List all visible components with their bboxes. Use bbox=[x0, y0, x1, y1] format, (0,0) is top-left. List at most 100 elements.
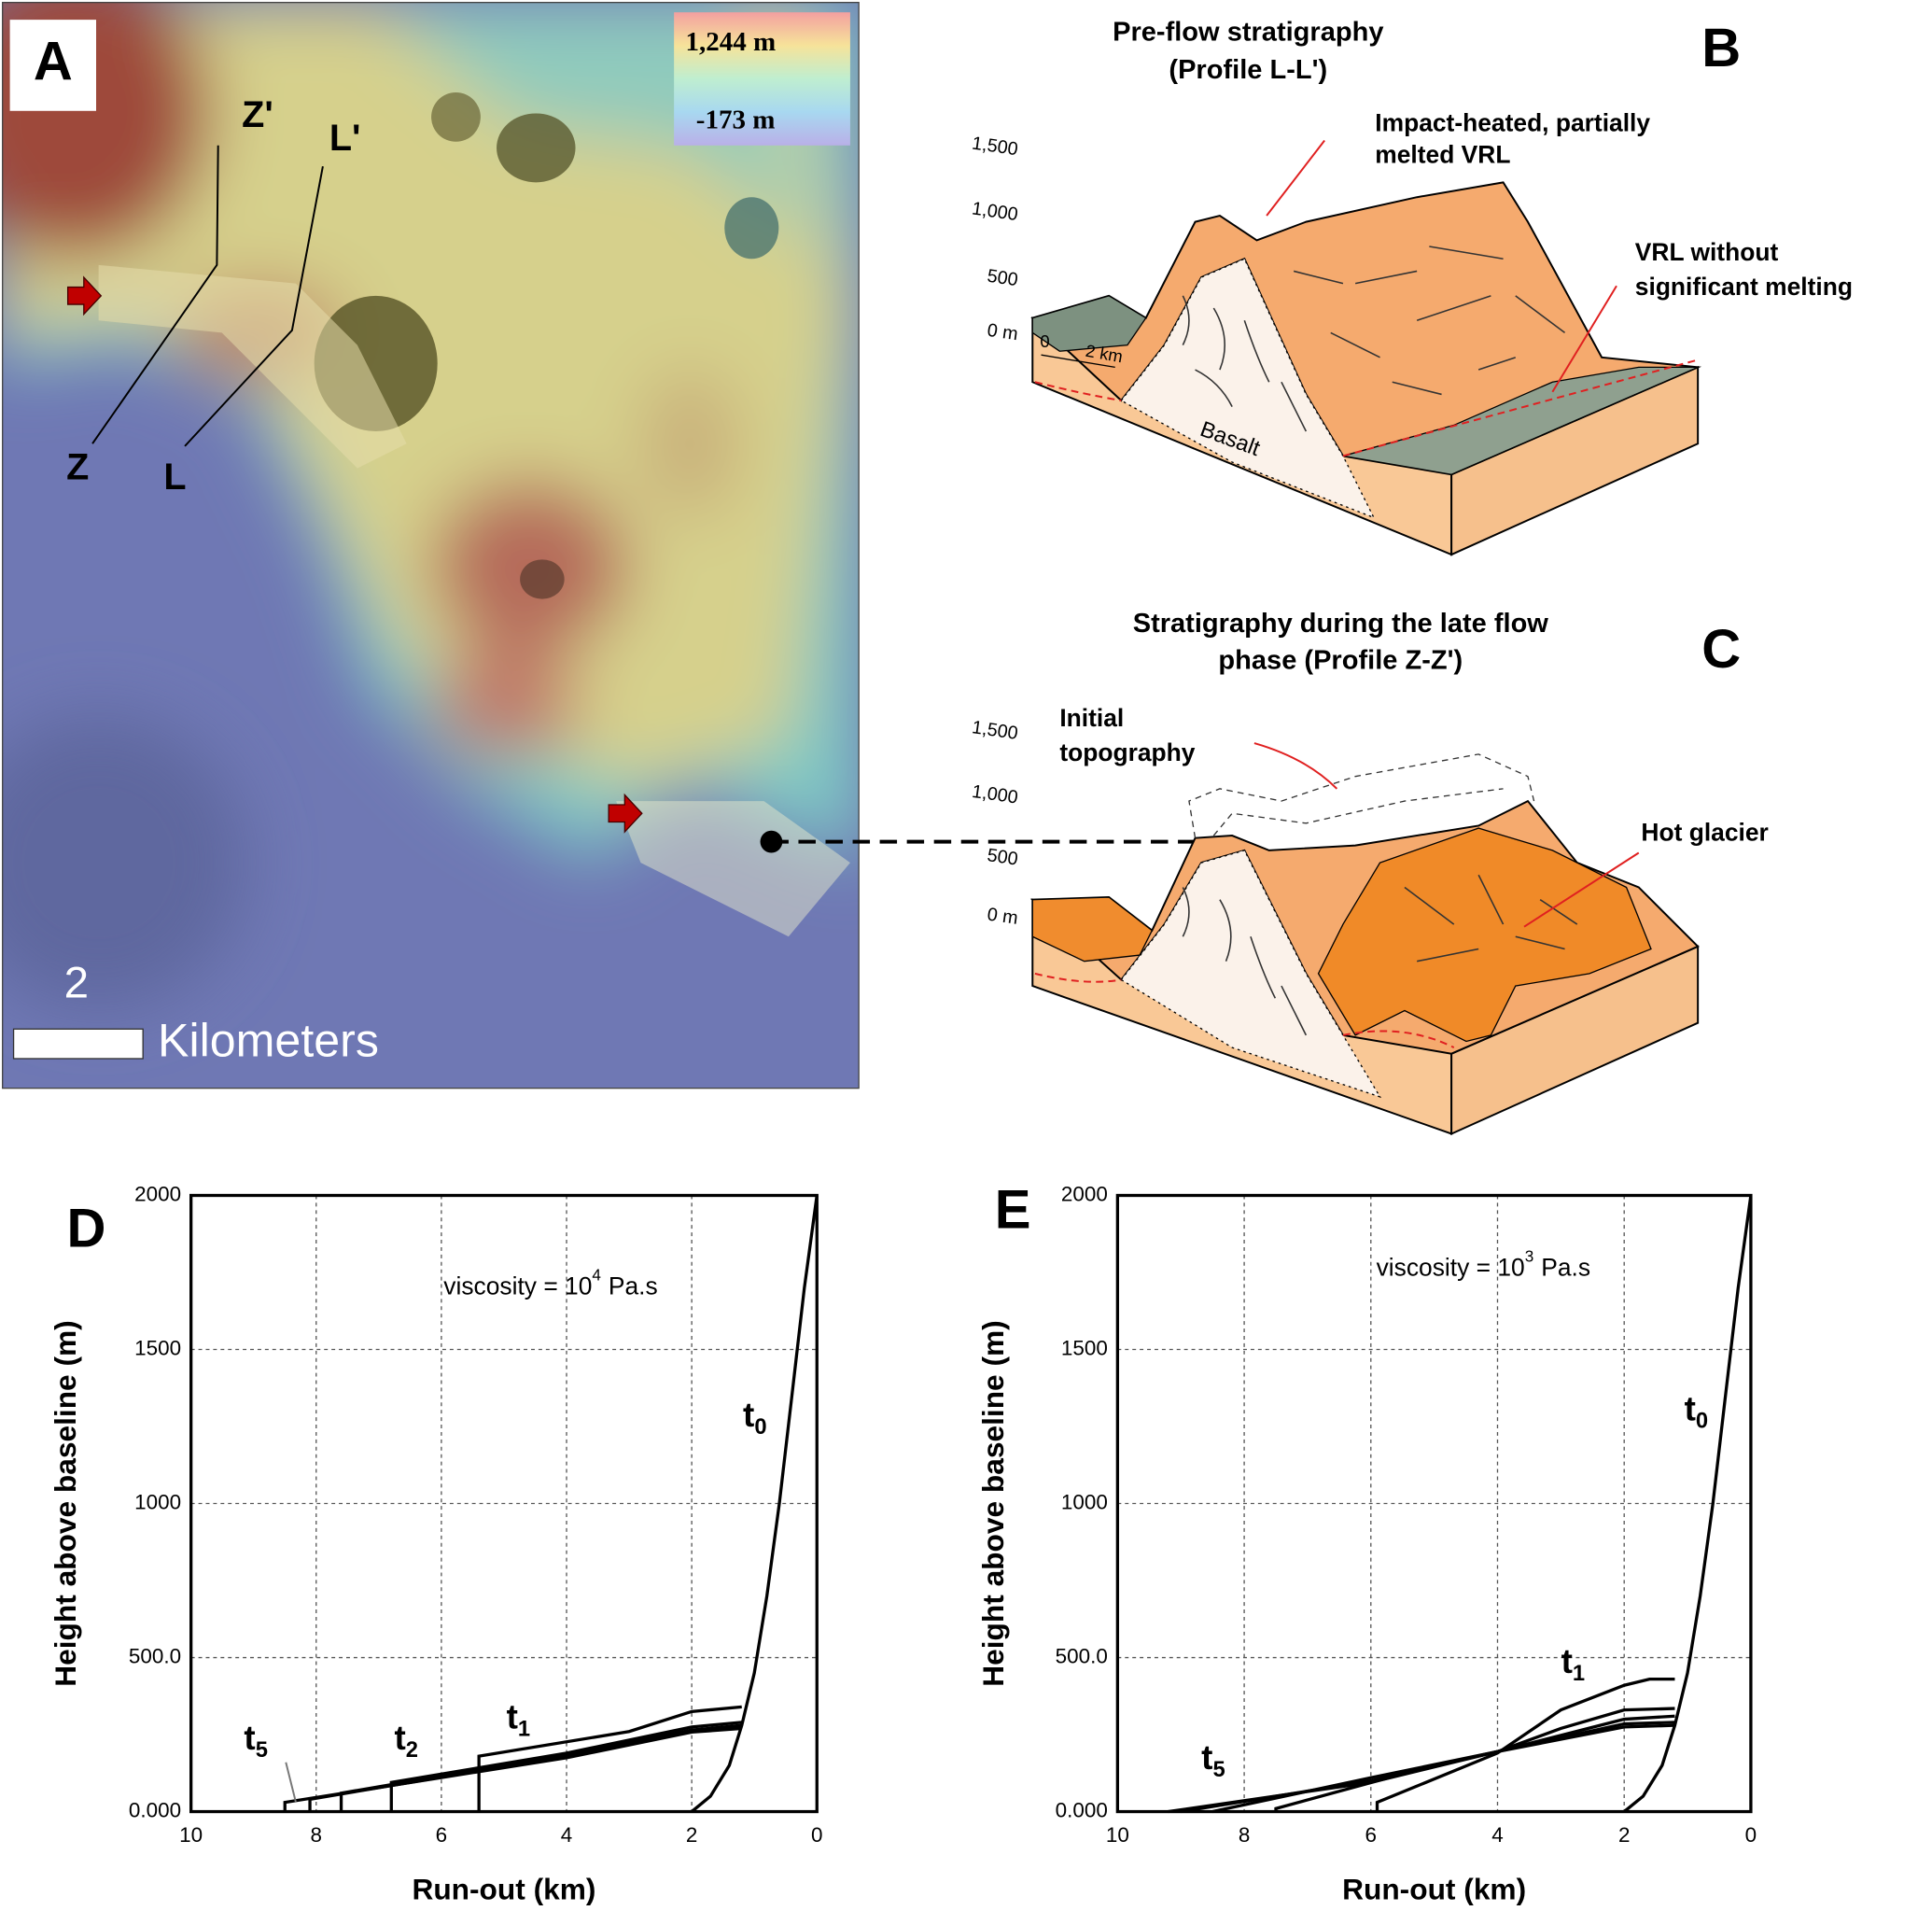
curve bbox=[283, 1726, 742, 1812]
curve-label-subscript: 5 bbox=[1212, 1757, 1225, 1782]
annotation-text: viscosity = 10 bbox=[443, 1272, 592, 1300]
panel-title: phase (Profile Z-Z') bbox=[1218, 646, 1463, 676]
annotation-text: viscosity = 10 bbox=[1377, 1254, 1525, 1282]
curve-label-text: t bbox=[507, 1697, 518, 1735]
y-tick-label: 500.0 bbox=[1056, 1644, 1108, 1667]
leader-line bbox=[285, 1762, 297, 1803]
curve-label-subscript: 1 bbox=[1573, 1661, 1585, 1686]
y-tick-label: 500.0 bbox=[129, 1644, 181, 1667]
y-tick-label: 1000 bbox=[1061, 1490, 1108, 1513]
plot-frame bbox=[189, 1193, 819, 1814]
curve-label-subscript: 1 bbox=[518, 1717, 530, 1742]
elevation-label: 1,500 bbox=[971, 133, 1019, 161]
curve bbox=[1623, 1195, 1753, 1813]
flow-arrow bbox=[66, 275, 103, 316]
scale-unit: Kilometers bbox=[158, 1014, 379, 1066]
panel-title: Pre-flow stratigraphy bbox=[1113, 17, 1383, 47]
curve bbox=[1168, 1723, 1675, 1814]
curve-label-subscript: 0 bbox=[1696, 1409, 1708, 1434]
y-axis-label: Height above baseline (m) bbox=[976, 1320, 1010, 1686]
annotation: viscosity = 104 Pa.s bbox=[443, 1265, 657, 1300]
curve-label: t0 bbox=[1685, 1389, 1709, 1433]
annotation-exponent: 4 bbox=[592, 1265, 601, 1284]
profile-line bbox=[91, 145, 219, 444]
curve bbox=[691, 1195, 819, 1813]
y-tick-label: 0.000 bbox=[1056, 1798, 1108, 1821]
annotation: melted VRL bbox=[1375, 141, 1510, 169]
x-tick-label: 6 bbox=[436, 1823, 447, 1847]
curve-label: t5 bbox=[1201, 1738, 1225, 1782]
x-tick-label: 6 bbox=[1365, 1823, 1377, 1847]
panel-label: C bbox=[1701, 619, 1741, 680]
y-tick-label: 1000 bbox=[134, 1490, 181, 1513]
label-box bbox=[9, 20, 97, 111]
block-diagram-b bbox=[1030, 139, 1702, 556]
profile-label: Z bbox=[66, 446, 89, 487]
annotation: viscosity = 103 Pa.s bbox=[1377, 1246, 1590, 1282]
y-tick-label: 0.000 bbox=[129, 1798, 181, 1821]
x-tick-label: 0 bbox=[811, 1823, 822, 1847]
x-axis-label: Run-out (km) bbox=[1342, 1873, 1526, 1906]
x-tick-label: 2 bbox=[1618, 1823, 1630, 1847]
panel-label: B bbox=[1701, 18, 1741, 78]
annotation: Impact-heated, partially bbox=[1375, 108, 1650, 136]
curve bbox=[389, 1721, 742, 1812]
curve-label-text: t bbox=[1685, 1389, 1696, 1427]
legend-min: -173 m bbox=[696, 105, 776, 134]
curve-label-text: t bbox=[1561, 1642, 1573, 1680]
profile-line bbox=[184, 166, 324, 447]
y-axis-label: Height above baseline (m) bbox=[49, 1320, 82, 1686]
map bbox=[2, 2, 860, 1089]
y-tick-label: 1500 bbox=[134, 1336, 181, 1359]
annotation-exponent: 3 bbox=[1525, 1246, 1534, 1265]
scale-label: 0 bbox=[1040, 331, 1049, 351]
elevation-label: 0 m bbox=[986, 320, 1019, 344]
annotation-unit: Pa.s bbox=[1541, 1254, 1590, 1282]
curve bbox=[1375, 1677, 1675, 1812]
elevation-label: 500 bbox=[986, 266, 1019, 290]
curve-label-text: t bbox=[743, 1396, 754, 1434]
block-diagram-c bbox=[1029, 742, 1700, 1136]
annotation: topography bbox=[1059, 738, 1195, 766]
elevation-label: 1,000 bbox=[971, 198, 1019, 225]
x-tick-label: 10 bbox=[179, 1823, 203, 1847]
profile-label: Z' bbox=[242, 94, 273, 135]
panel-title: (Profile L-L') bbox=[1169, 55, 1327, 85]
curve-label-subscript: 5 bbox=[256, 1737, 268, 1763]
profile-label: L bbox=[163, 457, 186, 498]
curve-label-text: t bbox=[394, 1719, 405, 1757]
panel-label: D bbox=[66, 1198, 105, 1258]
x-tick-label: 0 bbox=[1745, 1823, 1757, 1847]
curve bbox=[1274, 1707, 1675, 1812]
profile-label: L' bbox=[329, 118, 361, 159]
curve-label-text: t bbox=[1201, 1738, 1212, 1777]
curve-label: t2 bbox=[394, 1719, 418, 1763]
x-tick-label: 4 bbox=[1491, 1823, 1503, 1847]
annotation: VRL without bbox=[1635, 238, 1779, 266]
panel-title: Stratigraphy during the late flow bbox=[1133, 609, 1549, 639]
elevation-label: 1,000 bbox=[971, 781, 1019, 808]
flow-arrow bbox=[608, 793, 643, 834]
annotation: Initial bbox=[1059, 704, 1124, 732]
curve-label-subscript: 0 bbox=[754, 1414, 766, 1440]
x-axis-label: Run-out (km) bbox=[412, 1873, 595, 1906]
elevation-label: 500 bbox=[986, 845, 1019, 869]
scale-bar bbox=[12, 1028, 144, 1060]
annotation: Hot glacier bbox=[1641, 819, 1768, 847]
elevation-legend bbox=[674, 12, 850, 146]
curve-label-text: t bbox=[244, 1719, 255, 1757]
annotation-unit: Pa.s bbox=[609, 1272, 658, 1300]
elevation-label: 1,500 bbox=[971, 717, 1019, 744]
plot-frame bbox=[1115, 1193, 1753, 1814]
x-tick-label: 10 bbox=[1106, 1823, 1129, 1847]
x-tick-label: 2 bbox=[686, 1823, 697, 1847]
panel-label: A bbox=[34, 31, 73, 91]
curve-label-subscript: 2 bbox=[406, 1737, 418, 1763]
x-tick-label: 8 bbox=[1239, 1823, 1250, 1847]
map-frame bbox=[2, 1, 860, 1089]
scale-value: 2 bbox=[64, 959, 89, 1008]
x-tick-label: 8 bbox=[311, 1823, 322, 1847]
curve-label: t1 bbox=[1561, 1642, 1586, 1686]
